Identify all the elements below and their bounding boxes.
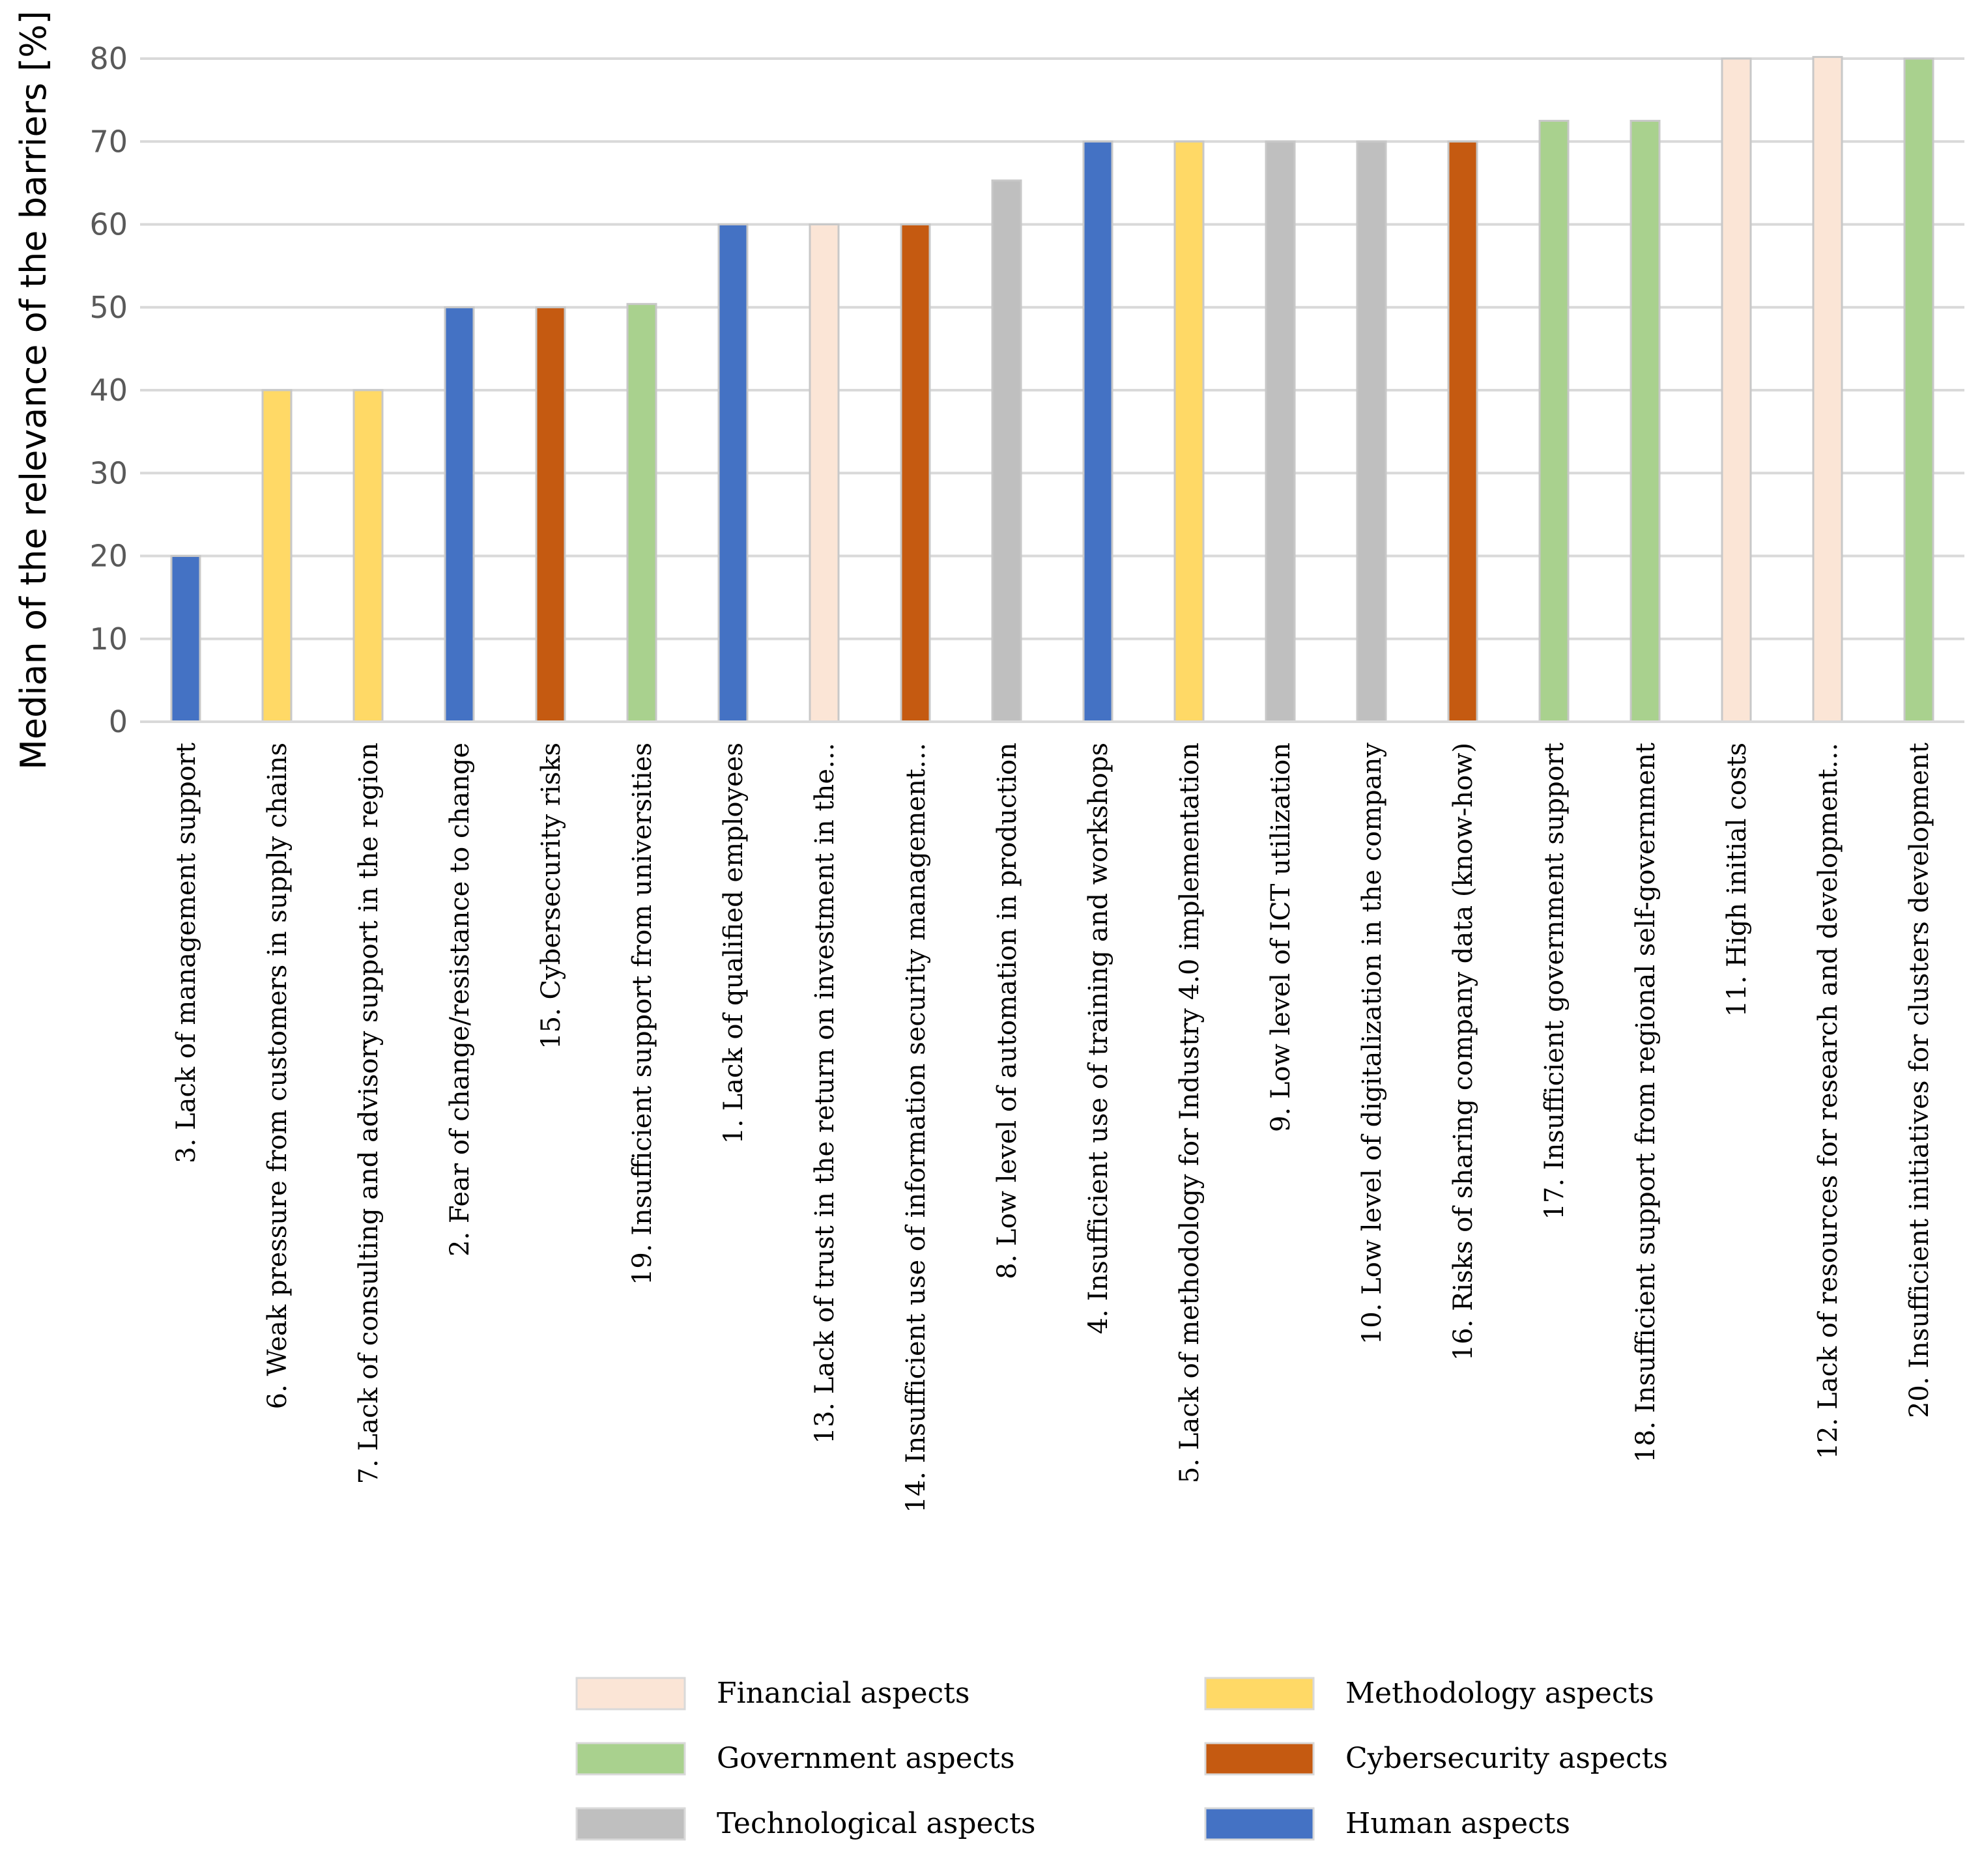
legend-label: Human aspects	[1345, 1807, 1570, 1840]
bar-5	[535, 306, 566, 723]
category-label: 2. Fear of change/resistance to change	[445, 743, 475, 1257]
category-label: 17. Insufficient government support	[1540, 743, 1570, 1220]
legend-label: Government aspects	[717, 1742, 1015, 1775]
gridlines	[140, 57, 1964, 723]
category-label: 9. Low level of ICT utilization	[1266, 743, 1296, 1132]
legend-swatch	[575, 1807, 686, 1841]
legend-swatch	[575, 1742, 686, 1776]
category-label: 16. Risks of sharing company data (know-…	[1448, 743, 1478, 1361]
category-label: 4. Insufficient use of training and work…	[1084, 743, 1113, 1334]
category-label: 1. Lack of qualified employees	[719, 743, 749, 1144]
bar-3	[352, 389, 384, 723]
legend-label: Financial aspects	[717, 1677, 969, 1710]
category-label: 20. Insufficient initiatives for cluster…	[1904, 743, 1934, 1418]
bar-4	[444, 306, 475, 723]
bar-20	[1903, 57, 1934, 723]
y-tick-label: 80	[89, 41, 128, 76]
category-label: 10. Low level of digitalization in the c…	[1357, 743, 1387, 1345]
legend-swatch	[1204, 1807, 1315, 1841]
legend-swatch	[575, 1677, 686, 1711]
category-label: 3. Lack of management support	[171, 743, 201, 1163]
category-label: 18. Insufficient support from regional s…	[1631, 743, 1661, 1463]
category-label: 14. Insufficient use of information secu…	[901, 743, 931, 1513]
bar-8	[809, 223, 840, 723]
bar-19	[1812, 55, 1843, 723]
legend-label: Cybersecurity aspects	[1345, 1742, 1668, 1775]
y-tick-label: 20	[89, 539, 128, 574]
bar-11	[1082, 140, 1113, 723]
bar-14	[1356, 140, 1387, 723]
y-tick-label: 60	[89, 207, 128, 242]
category-label: 13. Lack of trust in the return on inves…	[810, 743, 840, 1444]
legend-label: Methodology aspects	[1345, 1677, 1654, 1710]
category-label: 8. Low level of automation in production	[992, 743, 1022, 1279]
y-tick-label: 70	[89, 124, 128, 159]
bar-1	[170, 555, 201, 723]
bar-17	[1630, 119, 1661, 723]
legend-swatch	[1204, 1742, 1315, 1776]
y-tick-label: 30	[89, 455, 128, 490]
bar-6	[626, 303, 657, 723]
y-tick-label: 40	[89, 373, 128, 408]
bar-15	[1447, 140, 1478, 723]
bar-18	[1721, 57, 1752, 723]
category-label: 12. Lack of resources for research and d…	[1813, 743, 1843, 1459]
category-labels: 3. Lack of management support 6. Weak pre…	[171, 743, 1934, 1513]
legend-label: Technological aspects	[717, 1807, 1035, 1840]
category-label: 5. Lack of methodology for Industry 4.0 …	[1175, 743, 1205, 1483]
bar-7	[717, 223, 749, 723]
category-label: 19. Insufficient support from universiti…	[627, 743, 657, 1285]
bar-16	[1538, 119, 1570, 723]
y-tick-label: 0	[109, 704, 128, 739]
category-label: 15. Cybersecurity risks	[536, 743, 566, 1049]
bar-9	[900, 223, 931, 723]
y-tick-label: 10	[89, 621, 128, 657]
legend-swatch	[1204, 1677, 1315, 1711]
bar-13	[1265, 140, 1296, 723]
bar-10	[991, 179, 1022, 723]
legend: Financial aspects Methodology aspects Gove…	[575, 1677, 1668, 1841]
y-axis-title: Median of the relevance of the barriers …	[13, 10, 54, 769]
y-axis-ticks: 0 10 20 30 40 50 60 70 80	[89, 41, 128, 739]
bars	[170, 55, 1934, 723]
y-tick-label: 50	[89, 290, 128, 325]
category-label: 7. Lack of consulting and advisory suppo…	[354, 743, 384, 1484]
bar-2	[261, 389, 293, 723]
category-label: 11. High initial costs	[1722, 743, 1752, 1017]
category-label: 6. Weak pressure from customers in suppl…	[263, 743, 293, 1409]
bar-12	[1173, 140, 1205, 723]
